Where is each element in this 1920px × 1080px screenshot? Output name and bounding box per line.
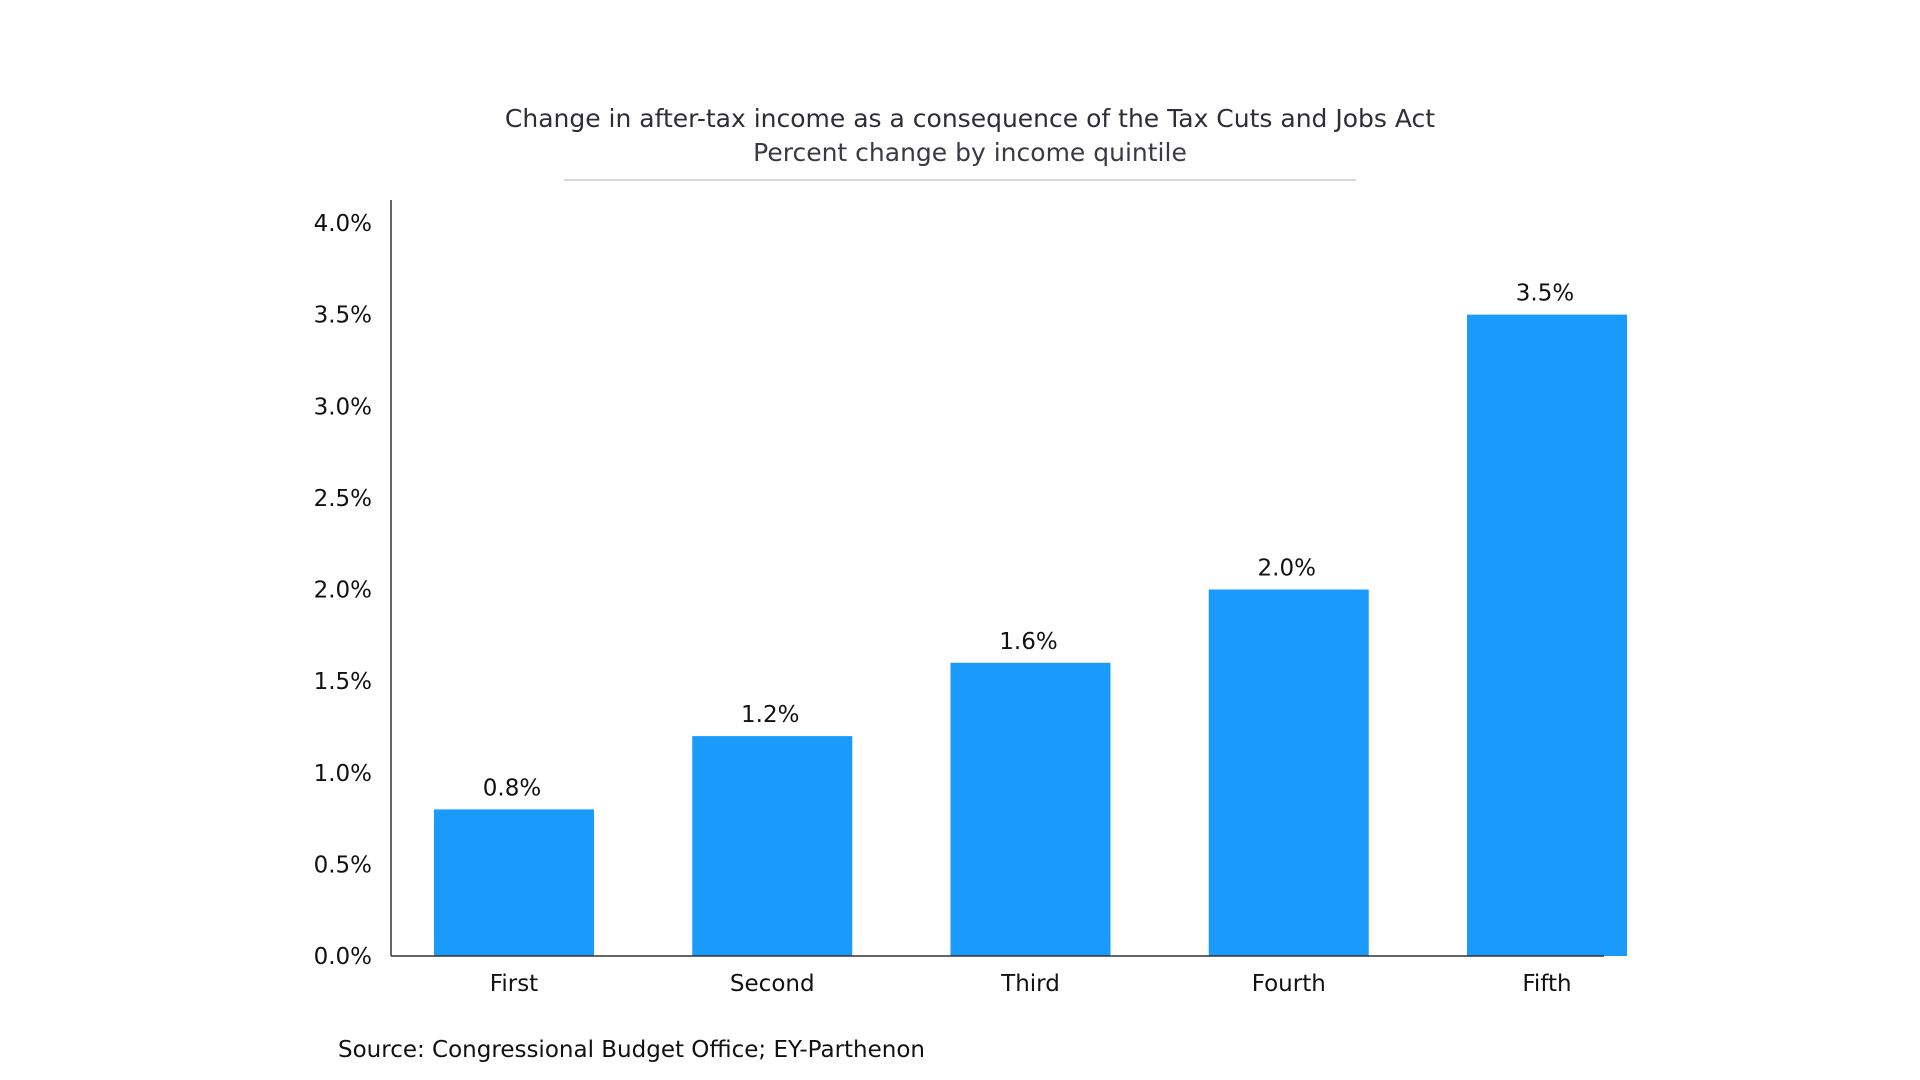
chart-subtitle: Percent change by income quintile [753, 138, 1187, 167]
y-tick-label: 1.0% [314, 761, 372, 787]
value-label-third: 1.6% [999, 629, 1057, 655]
y-tick-label: 3.0% [314, 394, 372, 420]
x-tick-label-second: Second [730, 971, 815, 997]
value-label-fourth: 2.0% [1258, 556, 1316, 582]
source-note: Source: Congressional Budget Office; EY-… [338, 1037, 925, 1063]
bars [434, 314, 1627, 956]
bar-third [950, 662, 1111, 956]
chart-title: Change in after-tax income as a conseque… [505, 104, 1435, 133]
value-label-first: 0.8% [483, 775, 541, 801]
bar-second [692, 736, 853, 956]
y-tick-label: 1.5% [314, 669, 372, 695]
value-label-fifth: 3.5% [1516, 281, 1574, 307]
value-label-second: 1.2% [741, 702, 799, 728]
bar-fifth [1467, 314, 1627, 956]
bar-first [434, 809, 594, 956]
y-tick-label: 4.0% [314, 211, 372, 237]
y-tick-label: 0.5% [314, 852, 372, 878]
x-tick-label-fifth: Fifth [1522, 971, 1571, 997]
y-tick-label: 3.5% [314, 303, 372, 329]
y-tick-label: 2.0% [314, 578, 372, 604]
y-axis: 0.0% 0.5% 1.0% 1.5% 2.0% 2.5% 3.0% 3.5% 4.0% [314, 200, 392, 970]
x-tick-label-first: First [490, 971, 538, 997]
value-labels: 0.8% 1.2% 1.6% 2.0% 3.5% [483, 281, 1574, 802]
x-axis: First Second Third Fourth Fifth [391, 955, 1604, 997]
y-tick-label: 0.0% [314, 944, 372, 970]
x-tick-label-third: Third [1000, 971, 1060, 997]
x-tick-label-fourth: Fourth [1252, 971, 1326, 997]
bar-fourth [1208, 589, 1369, 956]
y-tick-label: 2.5% [314, 486, 372, 512]
